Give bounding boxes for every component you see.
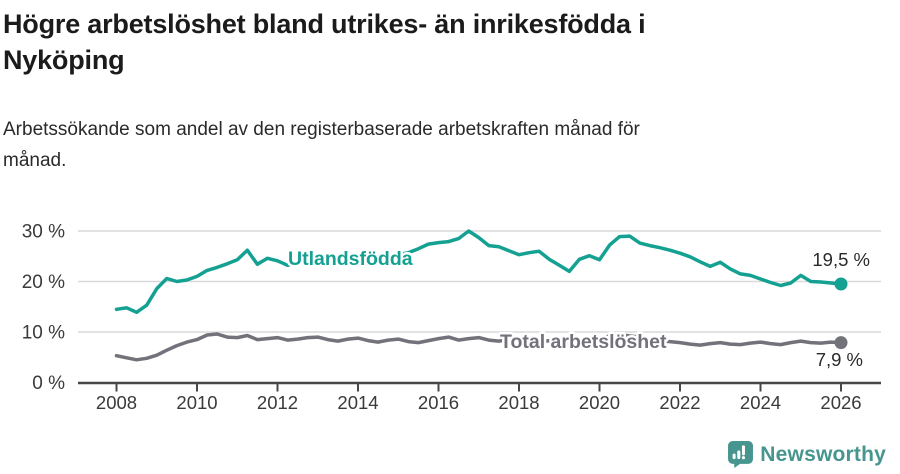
chart-subtitle-line1: Arbetssökande som andel av den registerb… bbox=[3, 119, 640, 140]
y-axis-label: 10 % bbox=[22, 323, 65, 344]
x-axis-label: 2020 bbox=[579, 392, 620, 413]
y-axis-label: 30 % bbox=[22, 222, 65, 243]
chart-title: Högre arbetslöshet bland utrikes- än inr… bbox=[3, 6, 883, 78]
x-axis-label: 2024 bbox=[740, 392, 781, 413]
series-end-dot-utlandsfodda bbox=[834, 277, 848, 291]
x-axis-label: 2014 bbox=[337, 392, 378, 413]
series-line-utlandsfodda bbox=[114, 229, 843, 315]
chart-subtitle: Arbetssökande som andel av den registerb… bbox=[3, 114, 863, 176]
x-axis-label: 2010 bbox=[176, 392, 217, 413]
x-axis-label: 2018 bbox=[498, 392, 539, 413]
chart-title-line1: Högre arbetslöshet bland utrikes- än inr… bbox=[3, 9, 646, 39]
chart-subtitle-line2: månad. bbox=[3, 150, 67, 171]
newsworthy-pin-barchart-icon bbox=[728, 441, 754, 468]
series-label-total: Total arbetslöshet bbox=[500, 331, 667, 353]
series-end-dot-total bbox=[834, 336, 848, 350]
newsworthy-brand-text: Newsworthy bbox=[760, 442, 886, 466]
series-label-utlandsfodda: Utlandsfödda bbox=[288, 248, 413, 270]
x-axis-label: 2026 bbox=[820, 392, 861, 413]
x-axis-label: 2008 bbox=[96, 392, 137, 413]
x-axis-label: 2012 bbox=[257, 392, 298, 413]
y-axis-label: 0 % bbox=[32, 373, 65, 394]
series-line-total bbox=[114, 332, 843, 362]
y-axis-label: 20 % bbox=[22, 272, 65, 293]
x-axis-label: 2016 bbox=[418, 392, 459, 413]
x-axis-label: 2022 bbox=[659, 392, 700, 413]
end-value-label-total: 7,9 % bbox=[816, 349, 863, 370]
newsworthy-logo: Newsworthy bbox=[728, 441, 886, 468]
end-value-label-utlandsfodda: 19,5 % bbox=[812, 249, 870, 270]
chart-title-line2: Nyköping bbox=[3, 45, 125, 75]
